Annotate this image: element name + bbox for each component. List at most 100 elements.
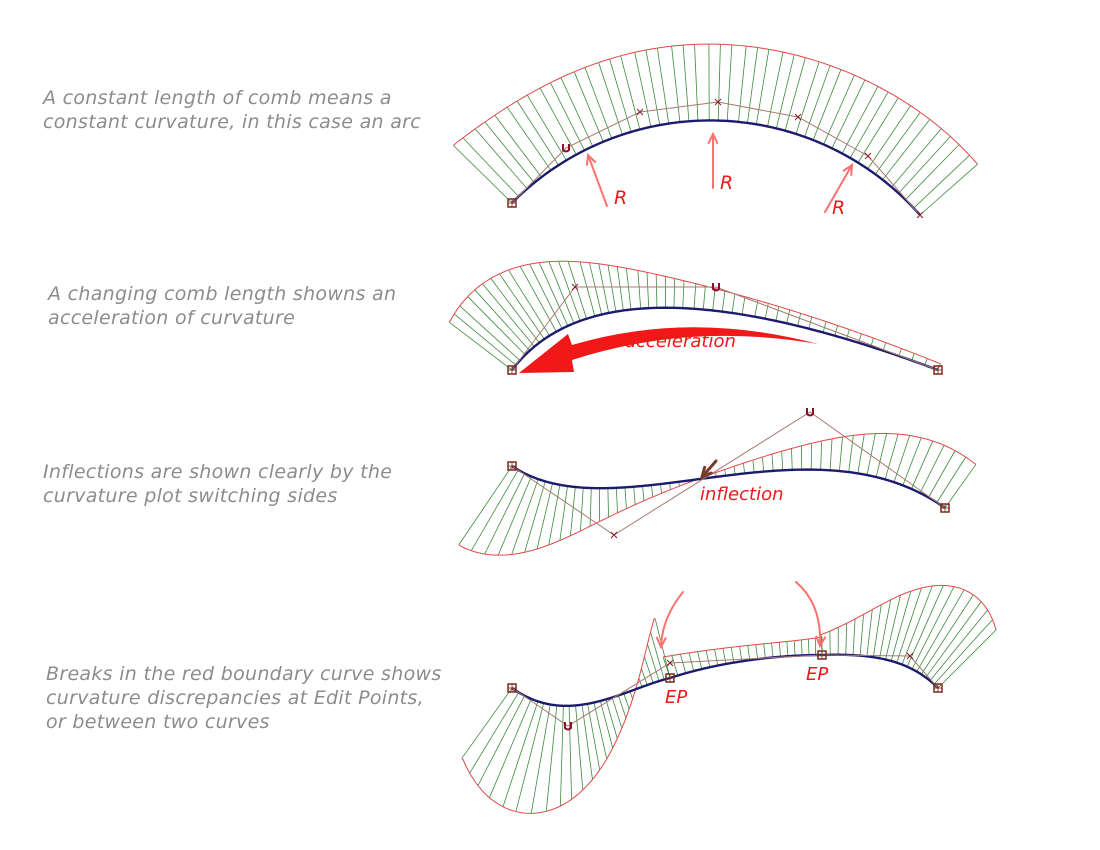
comb-tooth: [550, 82, 585, 151]
acceleration-label: acceleration: [625, 331, 736, 352]
comb-tooth: [929, 609, 988, 681]
comb-tooth: [919, 163, 978, 216]
comb-tooth: [459, 305, 521, 361]
edit-point-arrow: [795, 581, 822, 647]
comb-tooth: [937, 629, 997, 689]
edit-point-arrow-head: [655, 636, 667, 650]
comb-tooth: [841, 86, 879, 154]
comb-tooth: [624, 487, 627, 509]
comb-tooth: [477, 695, 525, 786]
comb-tooth: [885, 595, 901, 660]
comb-tooth: [906, 585, 944, 667]
comb-tooth: [545, 705, 558, 812]
comb-tooth: [738, 46, 747, 122]
comb-tooth: [859, 614, 864, 656]
comb-tooth: [730, 647, 735, 663]
comb-tooth: [598, 62, 623, 135]
comb-tooth: [484, 121, 535, 184]
comb-tooth: [559, 486, 568, 541]
comb-tooth: [795, 61, 820, 135]
comb-tooth: [801, 639, 803, 656]
control-point-x-icon: [571, 283, 579, 291]
radius-arrow: [587, 154, 608, 207]
comb-tooth: [617, 695, 627, 718]
comb-tooth: [762, 457, 765, 472]
control-polygon: [511, 654, 939, 727]
comb-tooth: [822, 321, 827, 333]
comb-tooth: [660, 483, 662, 494]
acceleration-arrow: [519, 327, 818, 373]
edit-point-label: EP: [806, 664, 829, 685]
control-point-x-icon: [666, 659, 674, 667]
comb-tooth: [793, 640, 796, 656]
control-polygon: [511, 286, 939, 371]
radius-arrow: [824, 164, 853, 213]
caption-line: curvature discrepancies at Edit Points,: [46, 687, 424, 709]
comb-tooth: [911, 586, 955, 670]
caption-line: Breaks in the red boundary curve shows: [46, 663, 442, 685]
comb-tooth: [573, 71, 604, 142]
comb-tooth: [633, 486, 636, 505]
nurbs-curve: [511, 119, 921, 216]
inflection-arrow: [700, 459, 718, 479]
caption-line: acceleration of curvature: [48, 307, 296, 329]
comb-tooth: [823, 74, 855, 145]
comb-tooth: [656, 48, 670, 124]
comb-tooth: [474, 128, 528, 190]
comb-tooth: [615, 487, 618, 513]
radius-label: R: [720, 172, 734, 194]
inflection-label: inflection: [700, 484, 784, 505]
comb-tooth: [755, 644, 758, 660]
comb-tooth: [470, 469, 519, 551]
comb-tooth: [875, 433, 888, 478]
caption-acceleration: A changing comb length showns an acceler…: [48, 282, 396, 330]
comb-tooth: [831, 79, 866, 149]
comb-tooth: [820, 440, 823, 470]
comb-tooth: [741, 296, 746, 315]
radius-arrow-head: [585, 152, 597, 166]
comb-tooth: [673, 278, 676, 308]
comb-tooth: [849, 91, 889, 159]
comb-tooth: [872, 604, 882, 658]
nurbs-curve: [511, 465, 946, 509]
comb-tooth: [645, 49, 661, 126]
comb-tooth: [902, 437, 922, 486]
comb-tooth: [754, 300, 759, 317]
comb-tooth: [756, 49, 770, 125]
comb-tooth: [893, 435, 911, 483]
comb-tooth: [502, 701, 539, 807]
comb-tooth: [936, 456, 967, 503]
comb-tooth: [928, 450, 956, 498]
comb-tooth: [857, 97, 899, 163]
comb-tooth: [791, 448, 793, 470]
comb-tooth: [453, 145, 513, 204]
comb-tooth: [584, 67, 613, 139]
comb-tooth: [778, 642, 781, 657]
comb-tooth: [866, 433, 876, 476]
comb-tooth: [867, 105, 911, 170]
comb-tooth: [767, 52, 784, 127]
comb-tooth: [925, 601, 982, 678]
comb-tooth: [874, 112, 921, 175]
comb-tooth: [529, 264, 563, 329]
caption-line: A changing comb length showns an: [48, 283, 397, 305]
comb-tooth: [775, 306, 780, 322]
comb-tooth: [845, 623, 848, 655]
comb-tooth: [866, 609, 873, 657]
comb-tooth: [722, 648, 727, 665]
comb-tooth: [642, 485, 645, 501]
comb-tooth: [589, 262, 603, 315]
comb-tooth: [933, 619, 993, 685]
comb-tooth: [848, 435, 854, 473]
comb-tooth: [560, 77, 594, 147]
comb-tooth: [634, 52, 652, 127]
comb-tooth: [587, 703, 601, 770]
inflection-arrow-head: [699, 465, 713, 480]
comb-boundary-curve: [453, 43, 978, 165]
comb-tooth: [891, 128, 942, 188]
comb-tooth: [781, 451, 784, 471]
comb-tooth: [920, 594, 974, 675]
comb-tooth: [515, 702, 545, 812]
comb-tooth: [580, 487, 584, 532]
control-point-x-icon: [636, 108, 644, 116]
